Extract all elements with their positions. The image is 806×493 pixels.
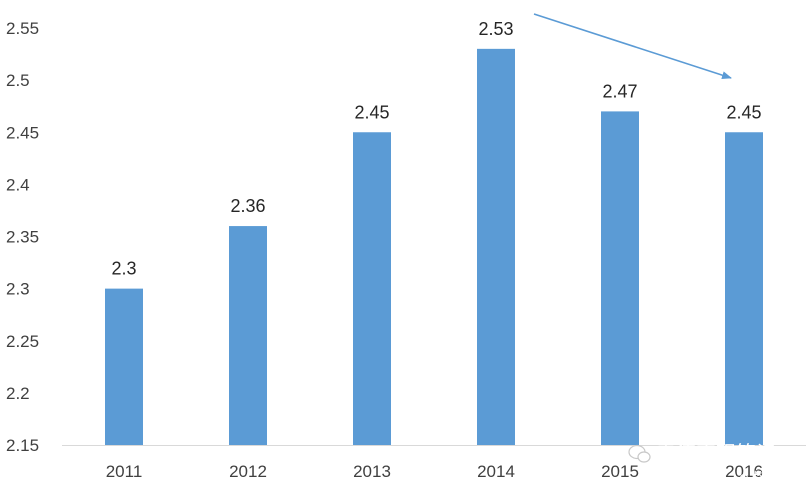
x-tick-label: 2013 bbox=[353, 462, 391, 481]
bars: 2.3 2.36 2.45 2.53 2.47 2.45 bbox=[105, 19, 763, 446]
watermark-source: 格隆汇 bbox=[752, 471, 794, 487]
data-label-2012: 2.36 bbox=[230, 196, 265, 216]
y-tick-label: 2.35 bbox=[6, 228, 39, 247]
y-tick-label: 2.2 bbox=[6, 384, 30, 403]
x-tick-label: 2011 bbox=[106, 462, 143, 481]
y-tick-label: 2.45 bbox=[6, 123, 39, 142]
y-tick-label: 2.25 bbox=[6, 332, 39, 351]
data-label-2013: 2.45 bbox=[354, 102, 389, 122]
x-tick-label: 2014 bbox=[477, 462, 515, 481]
y-tick-label: 2.3 bbox=[6, 280, 30, 299]
y-tick-label: 2.55 bbox=[6, 19, 39, 38]
data-label-2015: 2.47 bbox=[602, 81, 637, 101]
bar-2013 bbox=[353, 132, 391, 445]
x-tick-label: 2012 bbox=[229, 462, 267, 481]
watermark-title: 雪涛宏观笔记 bbox=[656, 441, 776, 465]
trend-arrow bbox=[533, 13, 732, 80]
y-tick-label: 2.15 bbox=[6, 436, 39, 455]
data-label-2011: 2.3 bbox=[111, 259, 136, 279]
bar-2014 bbox=[477, 48, 515, 445]
bar-2011 bbox=[105, 288, 143, 445]
copyright-icon bbox=[740, 474, 748, 482]
x-axis: 2011 2012 2013 2014 2015 2016 bbox=[62, 445, 806, 481]
x-tick-label: 2015 bbox=[601, 462, 639, 481]
bar-2015 bbox=[601, 111, 639, 446]
y-axis: 2.15 2.2 2.25 2.3 2.35 2.4 2.45 2.5 2.55 bbox=[6, 19, 39, 455]
wechat-icon bbox=[628, 444, 651, 463]
bar-2016 bbox=[725, 132, 763, 445]
y-tick-label: 2.5 bbox=[6, 71, 30, 90]
y-tick-label: 2.4 bbox=[6, 175, 30, 194]
x-tick-label: 2016 bbox=[725, 462, 763, 481]
bar-2012 bbox=[229, 226, 267, 445]
watermark: 雪涛宏观笔记 格隆汇 bbox=[628, 441, 794, 487]
data-label-2016: 2.45 bbox=[726, 102, 761, 122]
data-label-2014: 2.53 bbox=[478, 19, 513, 39]
